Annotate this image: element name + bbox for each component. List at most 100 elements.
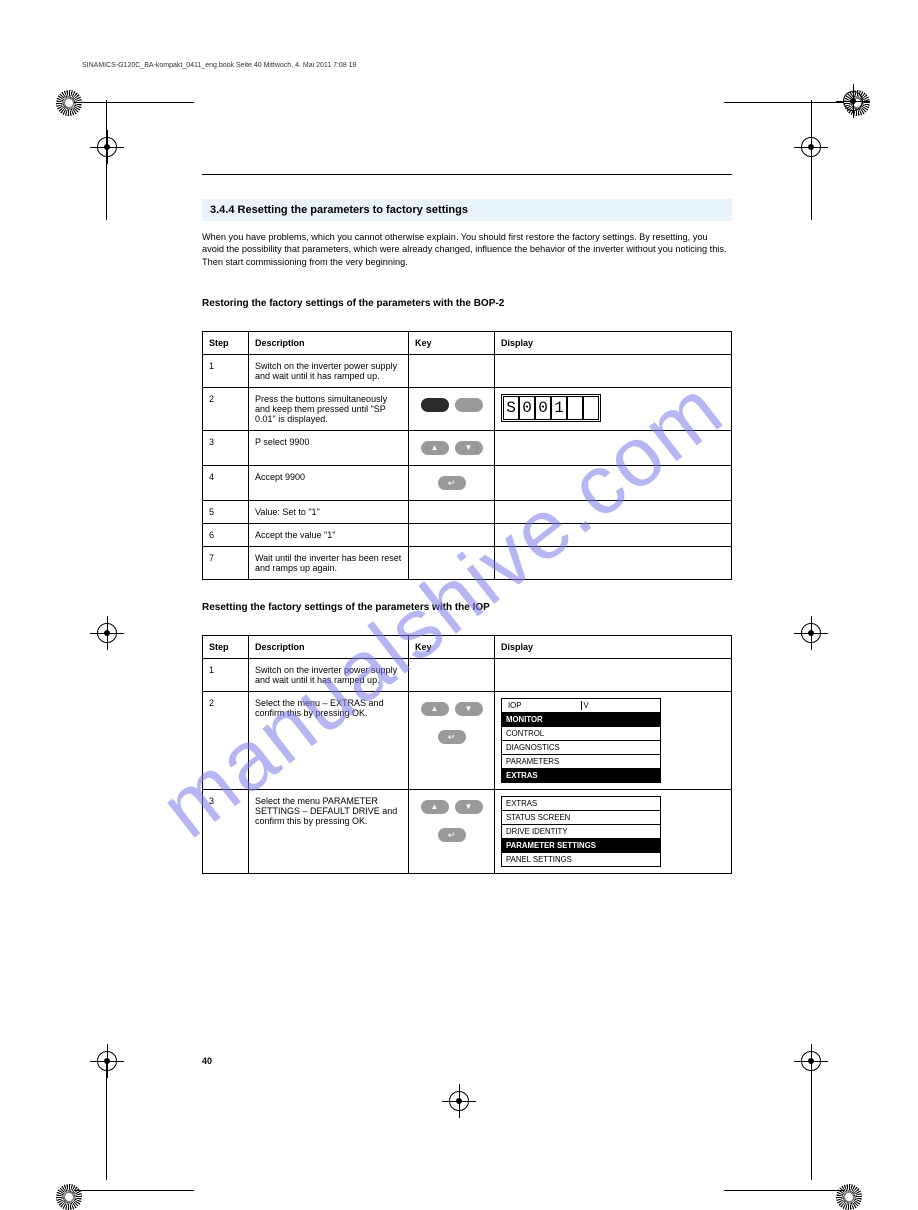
seg-cell: 0 xyxy=(535,396,551,420)
table-row: 1 Switch on the inverter power supply an… xyxy=(203,355,732,388)
crop-crosshair-icon xyxy=(836,84,870,118)
col-step: Step xyxy=(203,332,249,355)
table-row: 5 Value: Set to "1" xyxy=(203,501,732,524)
step-key xyxy=(409,388,495,431)
down-key-icon: ▼ xyxy=(455,441,483,455)
crop-crosshair-icon xyxy=(794,130,828,164)
led-subheading: Restoring the factory settings of the pa… xyxy=(202,298,732,309)
step-num: 5 xyxy=(203,501,249,524)
step-num: 2 xyxy=(203,692,249,790)
top-rule xyxy=(202,174,732,175)
esc-key-icon xyxy=(421,398,449,412)
step-key xyxy=(409,547,495,580)
seg-cell xyxy=(567,396,583,420)
lcd-cell: IOP xyxy=(506,701,582,710)
lcd-row: IOP V xyxy=(502,699,660,713)
lcd-subheading: Resetting the factory settings of the pa… xyxy=(202,602,732,613)
step-key: ▲ ▼ ↵ xyxy=(409,790,495,874)
table-header-row: Step Description Key Display xyxy=(203,636,732,659)
lcd-row: PANEL SETTINGS xyxy=(502,853,660,866)
lcd-row: EXTRAS xyxy=(502,797,660,811)
enter-key-icon: ↵ xyxy=(438,828,466,842)
table-row: 3 P select 9900 ▲ ▼ xyxy=(203,431,732,466)
table-row: 6 Accept the value "1" xyxy=(203,524,732,547)
lcd-row: EXTRAS xyxy=(502,769,660,782)
lcd-steps-table: Step Description Key Display 1 Switch on… xyxy=(202,635,732,874)
step-key xyxy=(409,501,495,524)
step-num: 3 xyxy=(203,790,249,874)
step-key: ↵ xyxy=(409,466,495,501)
step-disp xyxy=(495,355,732,388)
lcd-cell: V xyxy=(582,701,657,710)
step-disp: IOP V MONITOR CONTROL DIAGNOSTICS PARAME… xyxy=(495,692,732,790)
page-content: 3.4.4 Resetting the parameters to factor… xyxy=(202,174,732,874)
step-num: 7 xyxy=(203,547,249,580)
lcd-row: DRIVE IDENTITY xyxy=(502,825,660,839)
down-key-icon: ▼ xyxy=(455,800,483,814)
table-row: 2 Select the menu – EXTRAS and confirm t… xyxy=(203,692,732,790)
enter-key-icon: ↵ xyxy=(438,730,466,744)
step-desc: Switch on the inverter power supply and … xyxy=(249,355,409,388)
step-num: 1 xyxy=(203,355,249,388)
ok-key-icon xyxy=(455,398,483,412)
step-desc: Accept the value "1" xyxy=(249,524,409,547)
step-disp: EXTRAS STATUS SCREEN DRIVE IDENTITY PARA… xyxy=(495,790,732,874)
col-key: Key xyxy=(409,332,495,355)
led-steps-table: Step Description Key Display 1 Switch on… xyxy=(202,331,732,580)
down-key-icon: ▼ xyxy=(455,702,483,716)
table-header-row: Step Description Key Display xyxy=(203,332,732,355)
enter-key-icon: ↵ xyxy=(438,476,466,490)
crop-sunburst-icon xyxy=(56,90,82,116)
step-desc: Wait until the inverter has been reset a… xyxy=(249,547,409,580)
col-disp: Display xyxy=(495,332,732,355)
crop-crosshair-icon xyxy=(442,1084,476,1118)
step-disp xyxy=(495,501,732,524)
col-desc: Description xyxy=(249,636,409,659)
crop-crosshair-icon xyxy=(794,1044,828,1078)
lcd-row: DIAGNOSTICS xyxy=(502,741,660,755)
step-key: ▲ ▼ xyxy=(409,431,495,466)
file-stamp: SINAMICS-G120C_BA-kompakt_0411_eng.book … xyxy=(82,62,356,69)
step-desc: Switch on the inverter power supply and … xyxy=(249,659,409,692)
step-disp: S 0 0 1 xyxy=(495,388,732,431)
seg-cell: S xyxy=(503,396,519,420)
lcd-row: STATUS SCREEN xyxy=(502,811,660,825)
seg-cell xyxy=(583,396,599,420)
seg-cell: 1 xyxy=(551,396,567,420)
lcd-row: PARAMETERS xyxy=(502,755,660,769)
seg-cell: 0 xyxy=(519,396,535,420)
step-key: ▲ ▼ ↵ xyxy=(409,692,495,790)
step-disp xyxy=(495,466,732,501)
step-desc: P select 9900 xyxy=(249,431,409,466)
page-number: 40 xyxy=(202,1056,212,1066)
lcd-menu: IOP V MONITOR CONTROL DIAGNOSTICS PARAME… xyxy=(501,698,661,783)
step-num: 2 xyxy=(203,388,249,431)
step-desc: Accept 9900 xyxy=(249,466,409,501)
step-key xyxy=(409,659,495,692)
step-key xyxy=(409,355,495,388)
step-num: 1 xyxy=(203,659,249,692)
col-desc: Description xyxy=(249,332,409,355)
step-disp xyxy=(495,659,732,692)
section-heading: 3.4.4 Resetting the parameters to factor… xyxy=(202,199,732,221)
step-desc: Press the buttons simultaneously and kee… xyxy=(249,388,409,431)
table-row: 4 Accept 9900 ↵ xyxy=(203,466,732,501)
table-row: 2 Press the buttons simultaneously and k… xyxy=(203,388,732,431)
crop-crosshair-icon xyxy=(90,616,124,650)
crop-crosshair-icon xyxy=(90,1044,124,1078)
up-key-icon: ▲ xyxy=(421,702,449,716)
lcd-row: PARAMETER SETTINGS xyxy=(502,839,660,853)
step-num: 6 xyxy=(203,524,249,547)
step-desc: Select the menu PARAMETER SETTINGS – DEF… xyxy=(249,790,409,874)
up-key-icon: ▲ xyxy=(421,800,449,814)
lcd-menu: EXTRAS STATUS SCREEN DRIVE IDENTITY PARA… xyxy=(501,796,661,867)
col-key: Key xyxy=(409,636,495,659)
col-disp: Display xyxy=(495,636,732,659)
step-num: 4 xyxy=(203,466,249,501)
step-disp xyxy=(495,524,732,547)
lcd-row: CONTROL xyxy=(502,727,660,741)
table-row: 1 Switch on the inverter power supply an… xyxy=(203,659,732,692)
step-desc: Select the menu – EXTRAS and confirm thi… xyxy=(249,692,409,790)
lcd-row: MONITOR xyxy=(502,713,660,727)
crop-crosshair-icon xyxy=(794,616,828,650)
